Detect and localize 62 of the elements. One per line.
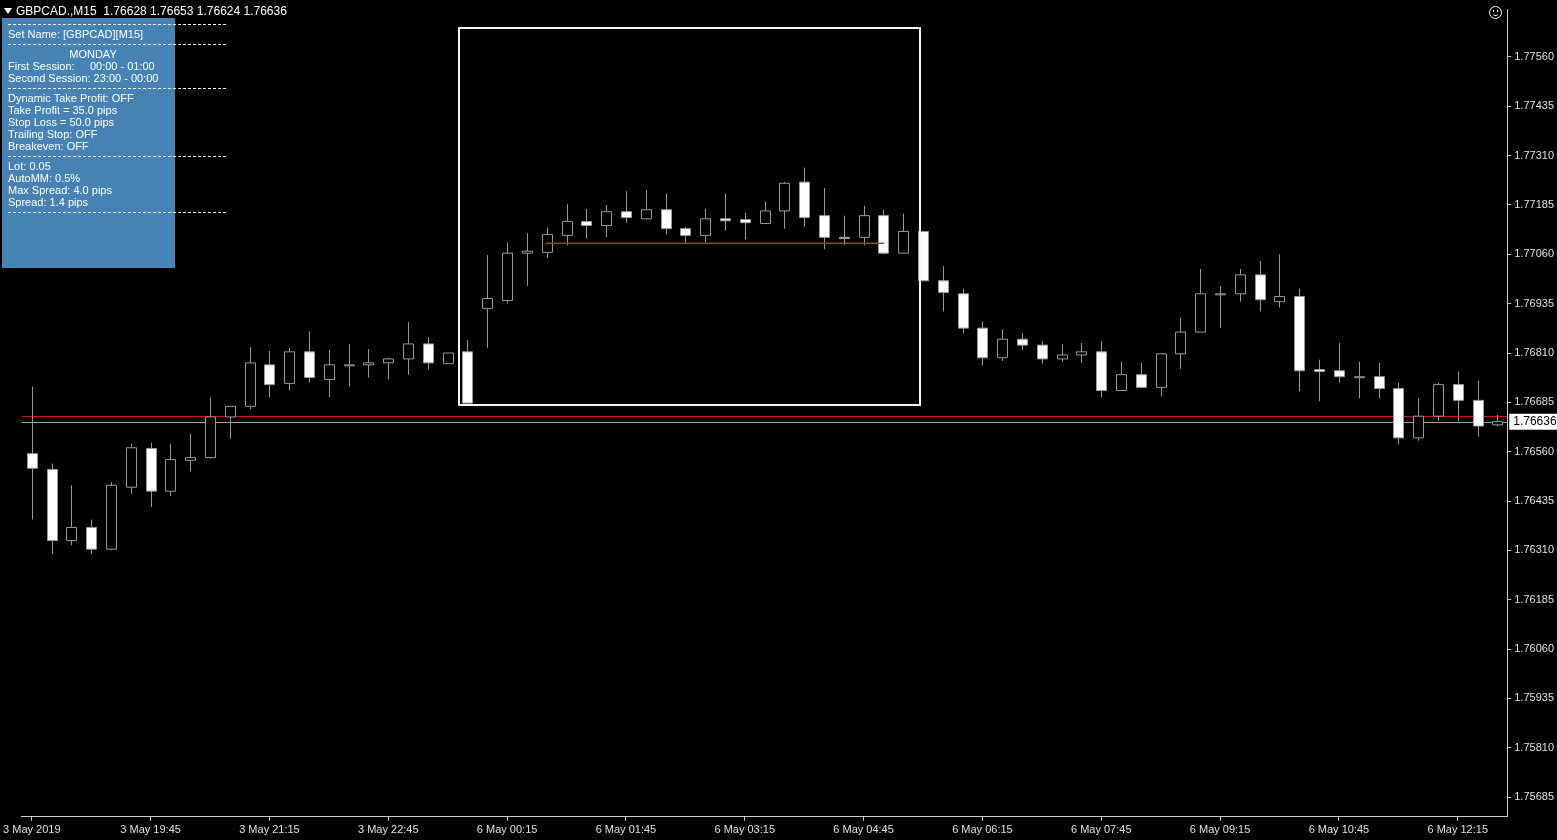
y-tick-label: 1.77185 — [1514, 198, 1554, 211]
annotation: Dynamic Take Profit: OFF — [8, 92, 135, 104]
candlestick — [462, 339, 473, 404]
annotation: MONDAY — [68, 48, 118, 60]
x-tick-label: 6 May 03:15 — [714, 823, 776, 836]
ref-line-label: 1.76636 — [1513, 414, 1557, 428]
candlestick — [1096, 340, 1107, 398]
x-tick-label: 3 May 19:45 — [120, 823, 181, 836]
candlestick — [819, 187, 830, 250]
annotation: First Session: 00:00 - 01:00 — [8, 60, 156, 72]
y-tick-label: 1.76685 — [1514, 395, 1554, 408]
annotation: Lot: 0.05 — [8, 160, 52, 172]
candlestick — [284, 347, 295, 391]
annotation: Second Session: 23:00 - 00:00 — [8, 72, 160, 84]
candlestick — [581, 208, 592, 240]
x-tick-label: 3 May 22:45 — [357, 823, 419, 836]
y-tick-label: 1.76185 — [1514, 592, 1554, 605]
candlestick — [324, 349, 335, 398]
chart-title: GBPCAD.,M15 1.76628 1.76653 1.76624 1.76636 — [16, 4, 287, 18]
y-tick-label: 1.75935 — [1514, 691, 1554, 704]
annotation: AutoMM: 0.5% — [8, 172, 82, 184]
candlestick — [165, 443, 176, 497]
x-tick-label: 6 May 07:45 — [1070, 823, 1132, 836]
annotation: Max Spread: 4.0 pips — [8, 184, 113, 196]
y-tick-label: 1.76435 — [1514, 494, 1554, 507]
candlestick — [185, 433, 196, 472]
annotation: Set Name: [GBPCAD][M15] — [8, 28, 145, 40]
x-tick-label: 6 May 10:45 — [1308, 823, 1370, 836]
candlestick — [245, 346, 256, 410]
y-tick-label: 1.76560 — [1514, 444, 1554, 457]
candlestick — [304, 330, 315, 384]
x-tick-label: 6 May 00:15 — [476, 823, 538, 836]
x-tick-label: 3 May 2019 — [3, 823, 61, 836]
y-tick-label: 1.76310 — [1514, 543, 1554, 556]
candlestick — [562, 203, 573, 246]
y-tick-label: 1.76060 — [1514, 642, 1554, 655]
annotation: Spread: 1.4 pips — [8, 196, 90, 208]
y-tick-label: 1.76935 — [1514, 296, 1554, 309]
y-tick-label: 1.76810 — [1514, 346, 1554, 359]
y-tick-label: 1.77060 — [1514, 247, 1554, 260]
x-tick-label: 6 May 04:45 — [833, 823, 894, 836]
candlestick — [1136, 362, 1147, 388]
candlestick — [542, 226, 553, 259]
x-tick-label: 6 May 06:15 — [952, 823, 1013, 836]
candlestick — [1195, 268, 1206, 333]
annotation: Stop Loss = 50.0 pips — [8, 116, 116, 128]
y-tick-label: 1.77560 — [1514, 50, 1554, 62]
annotation: Take Profit = 35.0 pips — [8, 104, 119, 116]
annotation: Breakeven: OFF — [8, 140, 90, 152]
y-tick-label: 1.75810 — [1514, 740, 1554, 753]
x-tick-label: 6 May 12:15 — [1427, 823, 1488, 836]
y-tick-label: 1.77435 — [1514, 99, 1554, 112]
x-tick-label: 6 May 01:45 — [595, 823, 657, 836]
y-tick-label: 1.77310 — [1514, 148, 1554, 161]
candlestick — [146, 442, 157, 508]
candlestick — [482, 254, 493, 349]
annotation: Trailing Stop: OFF — [8, 128, 99, 140]
x-tick-label: 3 May 21:15 — [239, 823, 300, 836]
candlestick — [1116, 361, 1127, 391]
candlestick — [601, 204, 612, 238]
y-tick-label: 1.75685 — [1514, 790, 1554, 803]
x-tick-label: 6 May 09:15 — [1189, 823, 1251, 836]
